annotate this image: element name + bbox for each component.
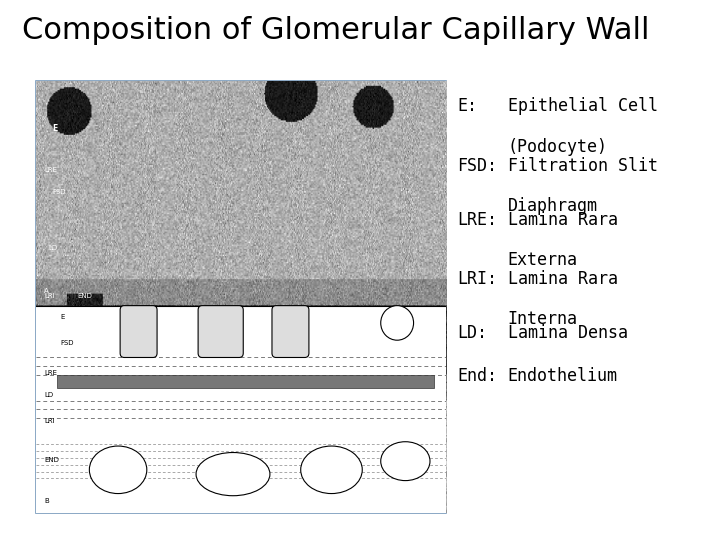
Ellipse shape <box>196 453 270 496</box>
Text: A: A <box>44 288 49 294</box>
Text: B: B <box>44 498 49 504</box>
Text: Endothelium: Endothelium <box>508 367 618 385</box>
Text: LRI: LRI <box>44 418 55 424</box>
FancyBboxPatch shape <box>198 306 243 357</box>
Text: Epithelial Cell: Epithelial Cell <box>508 97 657 115</box>
Text: E: E <box>60 314 65 320</box>
Text: Lamina Rara: Lamina Rara <box>508 270 618 288</box>
Text: Filtration Slit: Filtration Slit <box>508 157 657 174</box>
Text: END: END <box>77 293 92 299</box>
Ellipse shape <box>89 446 147 494</box>
Bar <box>36 81 446 513</box>
Text: Composition of Glomerular Capillary Wall: Composition of Glomerular Capillary Wall <box>22 16 649 45</box>
Ellipse shape <box>301 446 362 494</box>
Text: LRE: LRE <box>44 370 57 376</box>
Text: Diaphragm: Diaphragm <box>508 197 598 215</box>
Text: END: END <box>44 457 59 463</box>
FancyBboxPatch shape <box>120 306 157 357</box>
Text: Interna: Interna <box>508 310 577 328</box>
Text: Externa: Externa <box>508 251 577 269</box>
Ellipse shape <box>381 442 430 481</box>
Text: Lamina Densa: Lamina Densa <box>508 324 628 342</box>
Text: LD: LD <box>44 392 53 398</box>
Text: FSD: FSD <box>53 189 66 195</box>
Text: LD:: LD: <box>457 324 487 342</box>
Text: FSD:: FSD: <box>457 157 498 174</box>
Text: LRI: LRI <box>44 293 55 299</box>
Text: E: E <box>53 124 58 133</box>
Circle shape <box>381 306 413 340</box>
Text: E:: E: <box>457 97 477 115</box>
Text: LRI:: LRI: <box>457 270 498 288</box>
Bar <box>36 306 446 513</box>
Text: LD: LD <box>48 245 58 251</box>
Text: (Podocyte): (Podocyte) <box>508 138 608 156</box>
FancyBboxPatch shape <box>272 306 309 357</box>
Text: LRE: LRE <box>44 167 57 173</box>
Text: FSD: FSD <box>60 340 74 346</box>
Text: Lamina Rara: Lamina Rara <box>508 211 618 228</box>
Text: LRE:: LRE: <box>457 211 498 228</box>
Text: End:: End: <box>457 367 498 385</box>
Bar <box>56 375 434 388</box>
